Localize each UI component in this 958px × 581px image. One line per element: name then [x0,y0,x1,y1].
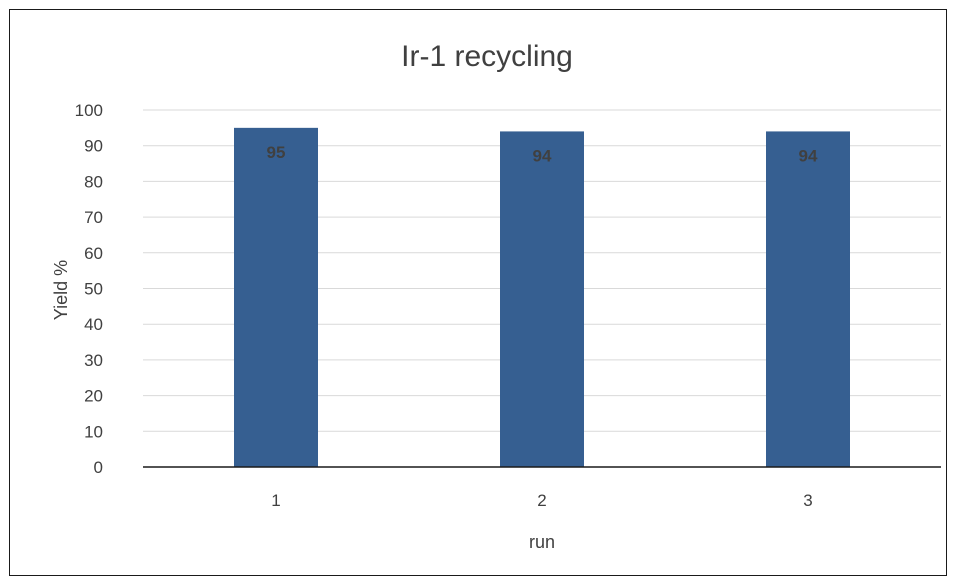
x-tick-label: 1 [271,491,280,510]
bars [234,127,850,468]
y-tick-label: 60 [84,244,103,263]
bar-run-3 [766,131,850,468]
y-axis-ticks: 0 10 20 30 40 50 60 70 80 90 100 [75,101,103,477]
y-tick-label: 40 [84,315,103,334]
x-axis-ticks: 1 2 3 [271,491,812,510]
x-tick-label: 3 [803,491,812,510]
bar-run-2 [500,131,584,468]
data-label: 94 [799,146,818,165]
y-tick-label: 100 [75,101,103,120]
y-tick-label: 10 [84,422,103,441]
y-tick-label: 80 [84,172,103,191]
y-tick-label: 20 [84,387,103,406]
y-tick-label: 30 [84,351,103,370]
y-tick-label: 70 [84,208,103,227]
data-labels: 95 94 94 [267,143,818,166]
x-tick-label: 2 [537,491,546,510]
bar-run-1 [234,127,318,467]
y-tick-label: 0 [94,458,103,477]
y-axis-title: Yield % [51,260,71,320]
y-tick-label: 90 [84,137,103,156]
y-tick-label: 50 [84,280,103,299]
x-axis-title: run [529,532,555,552]
data-label: 94 [533,146,552,165]
data-label: 95 [267,143,286,162]
chart-title: Ir-1 recycling [401,40,573,73]
